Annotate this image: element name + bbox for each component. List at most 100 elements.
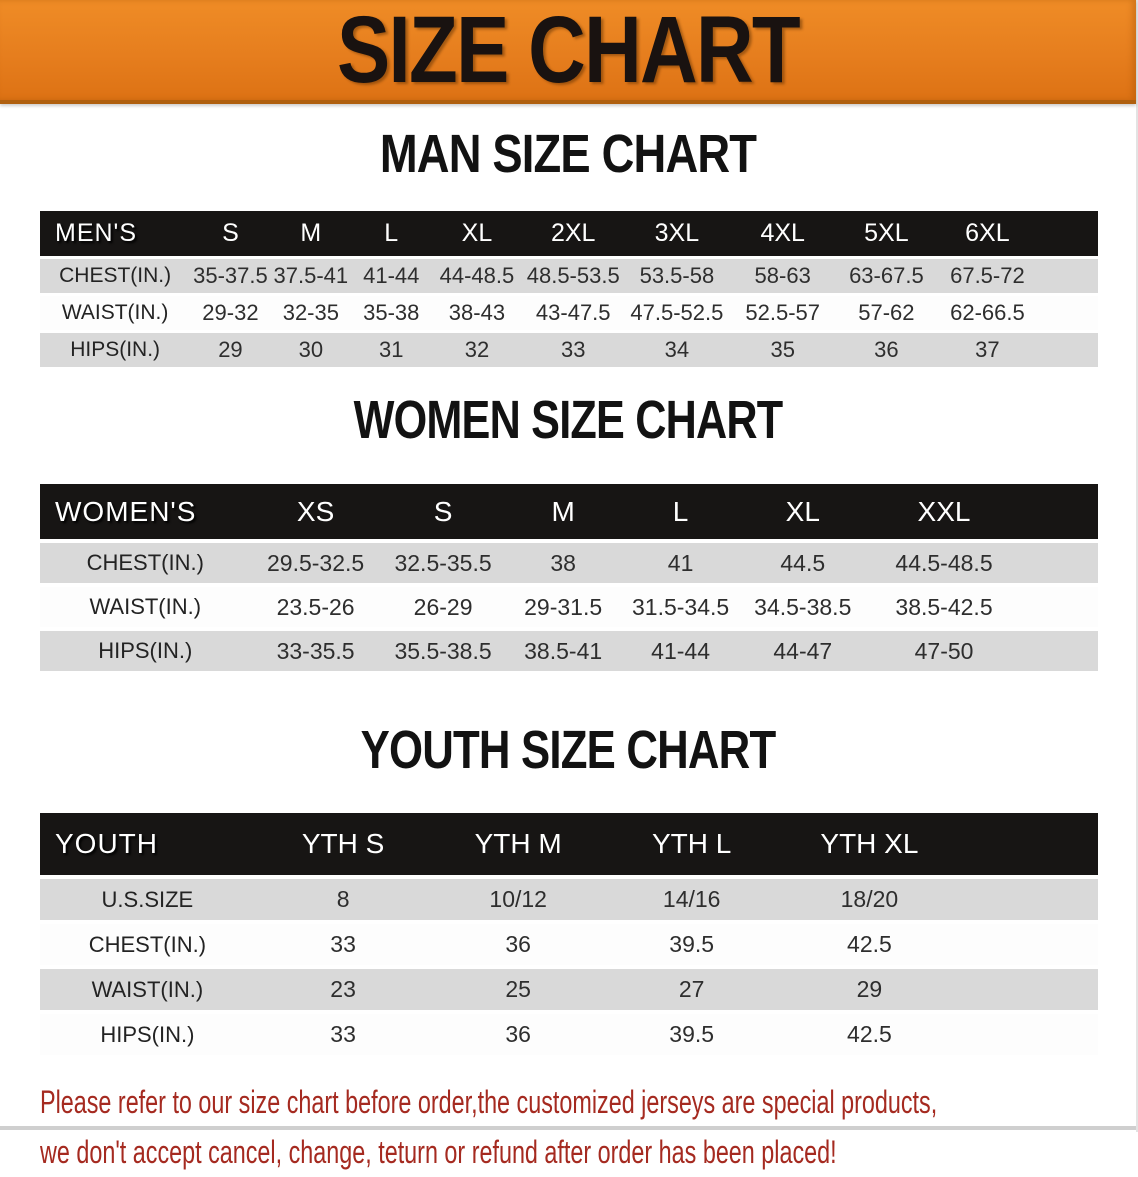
size-col-header: 5XL (864, 219, 909, 247)
size-value-cell: 41 (667, 549, 694, 576)
size-col-header: YTH XL (820, 828, 919, 859)
size-col-header: S (222, 219, 239, 247)
size-value-cell: 41-44 (363, 263, 420, 288)
size-col-header: XL (461, 219, 493, 247)
size-col-header: 3XL (654, 219, 700, 247)
size-value-cell: 47.5-52.5 (630, 300, 724, 325)
spacer-cell (1038, 333, 1098, 367)
women-table-header-row: WOMEN'S XS S M L XL XXL (40, 484, 1098, 539)
size-value-cell: 29-32 (202, 300, 259, 325)
size-value-cell: 31.5-34.5 (631, 593, 730, 620)
size-col-header: XL (785, 495, 820, 527)
row-label-cell: WAIST(IN.) (89, 594, 202, 619)
size-value-cell: 42.5 (847, 931, 892, 957)
size-value-cell: 38.5-41 (524, 637, 603, 664)
women-waist-row: WAIST(IN.) 23.5-26 26-29 29-31.5 31.5-34… (40, 587, 1098, 627)
size-value-cell: 30 (298, 337, 324, 362)
spacer-cell (960, 879, 1098, 920)
size-value-cell: 32-35 (282, 300, 339, 325)
men-hips-row: HIPS(IN.) 29 30 31 32 33 34 35 36 37 (40, 333, 1098, 367)
size-value-cell: 39.5 (669, 1021, 715, 1047)
youth-section-title: YOUTH SIZE CHART (0, 720, 1136, 788)
row-label-cell: CHEST(IN.) (86, 550, 204, 575)
spacer-cell (960, 813, 1098, 875)
row-label-cell: WAIST(IN.) (91, 976, 204, 1002)
size-chart-banner: SIZE CHART (0, 0, 1136, 104)
size-value-cell: 29-31.5 (524, 593, 603, 620)
spacer-cell (960, 969, 1098, 1010)
men-section-title: MAN SIZE CHART (0, 127, 1136, 192)
size-value-cell: 48.5-53.5 (526, 263, 620, 288)
size-col-header: 4XL (760, 219, 805, 247)
youth-group-label: YOUTH (55, 828, 158, 859)
size-value-cell: 44.5-48.5 (895, 549, 993, 576)
size-col-header: XXL (917, 495, 971, 527)
size-value-cell: 33-35.5 (276, 637, 355, 664)
women-hips-row: HIPS(IN.) 33-35.5 35.5-38.5 38.5-41 41-4… (40, 631, 1098, 671)
spacer-cell (960, 1014, 1098, 1055)
size-value-cell: 42.5 (847, 1021, 892, 1047)
size-value-cell: 36 (505, 1021, 531, 1047)
youth-ussize-row: U.S.SIZE 8 10/12 14/16 18/20 (40, 879, 1098, 920)
spacer-cell (1038, 296, 1098, 330)
men-group-label: MEN'S (55, 219, 138, 247)
size-value-cell: 34.5-38.5 (754, 593, 852, 620)
size-value-cell: 35-37.5 (193, 263, 268, 288)
women-section-title-text: WOMEN SIZE CHART (353, 390, 784, 450)
size-value-cell: 14/16 (662, 886, 721, 912)
size-col-header: YTH L (652, 828, 732, 859)
disclaimer-line-2: we don't accept cancel, change, teturn o… (40, 1134, 837, 1170)
size-value-cell: 37.5-41 (273, 263, 349, 288)
size-value-cell: 27 (678, 976, 705, 1002)
size-value-cell: 44-48.5 (439, 263, 515, 288)
spacer-cell (1023, 587, 1098, 627)
size-col-header: 2XL (550, 219, 596, 247)
size-col-header: 6XL (965, 219, 1010, 247)
size-value-cell: 34 (664, 337, 690, 362)
size-col-header: M (551, 495, 575, 527)
size-col-header: YTH M (474, 828, 562, 859)
youth-section-title-text: YOUTH SIZE CHART (360, 720, 777, 780)
youth-waist-row: WAIST(IN.) 23 25 27 29 (40, 969, 1098, 1010)
spacer-cell (1023, 543, 1098, 583)
men-size-table: MEN'S S M L XL 2XL 3XL 4XL 5XL 6XL CHEST… (40, 208, 1098, 370)
size-col-header: YTH S (301, 828, 385, 859)
size-value-cell: 36 (505, 931, 531, 957)
bottom-edge-line (0, 1126, 1136, 1130)
size-value-cell: 37 (975, 337, 1000, 362)
size-value-cell: 58-63 (754, 263, 811, 288)
size-value-cell: 29.5-32.5 (266, 549, 365, 576)
size-col-header: L (672, 495, 689, 527)
size-value-cell: 38.5-42.5 (895, 593, 993, 620)
size-value-cell: 26-29 (413, 593, 473, 620)
spacer-cell (1023, 631, 1098, 671)
size-col-header: L (384, 219, 399, 247)
row-label-cell: CHEST(IN.) (88, 931, 207, 957)
spacer-cell (960, 924, 1098, 965)
youth-table-header-row: YOUTH YTH S YTH M YTH L YTH XL (40, 813, 1098, 875)
row-label-cell: HIPS(IN.) (98, 638, 193, 663)
size-value-cell: 63-67.5 (849, 263, 924, 288)
size-col-header: M (300, 219, 322, 247)
spacer-cell (1023, 484, 1098, 539)
size-value-cell: 41-44 (651, 637, 710, 664)
size-value-cell: 33 (330, 1021, 356, 1047)
women-chest-row: CHEST(IN.) 29.5-32.5 32.5-35.5 38 41 44.… (40, 543, 1098, 583)
size-value-cell: 29 (856, 976, 883, 1002)
youth-hips-row: HIPS(IN.) 33 36 39.5 42.5 (40, 1014, 1098, 1055)
youth-size-table: YOUTH YTH S YTH M YTH L YTH XL U.S.SIZE … (40, 809, 1098, 1059)
men-chest-row: CHEST(IN.) 35-37.5 37.5-41 41-44 44-48.5… (40, 259, 1098, 293)
size-value-cell: 43-47.5 (535, 300, 611, 325)
size-value-cell: 35-38 (363, 300, 420, 325)
size-value-cell: 18/20 (840, 886, 899, 912)
size-col-header: XS (296, 495, 335, 527)
size-value-cell: 33 (330, 931, 356, 957)
size-value-cell: 10/12 (489, 886, 547, 912)
row-label-cell: HIPS(IN.) (100, 1021, 195, 1047)
size-value-cell: 52.5-57 (745, 300, 820, 325)
size-value-cell: 53.5-58 (639, 263, 715, 288)
women-group-label: WOMEN'S (55, 495, 197, 527)
size-value-cell: 32.5-35.5 (394, 549, 492, 576)
size-value-cell: 62-66.5 (950, 300, 1025, 325)
size-value-cell: 57-62 (858, 300, 915, 325)
